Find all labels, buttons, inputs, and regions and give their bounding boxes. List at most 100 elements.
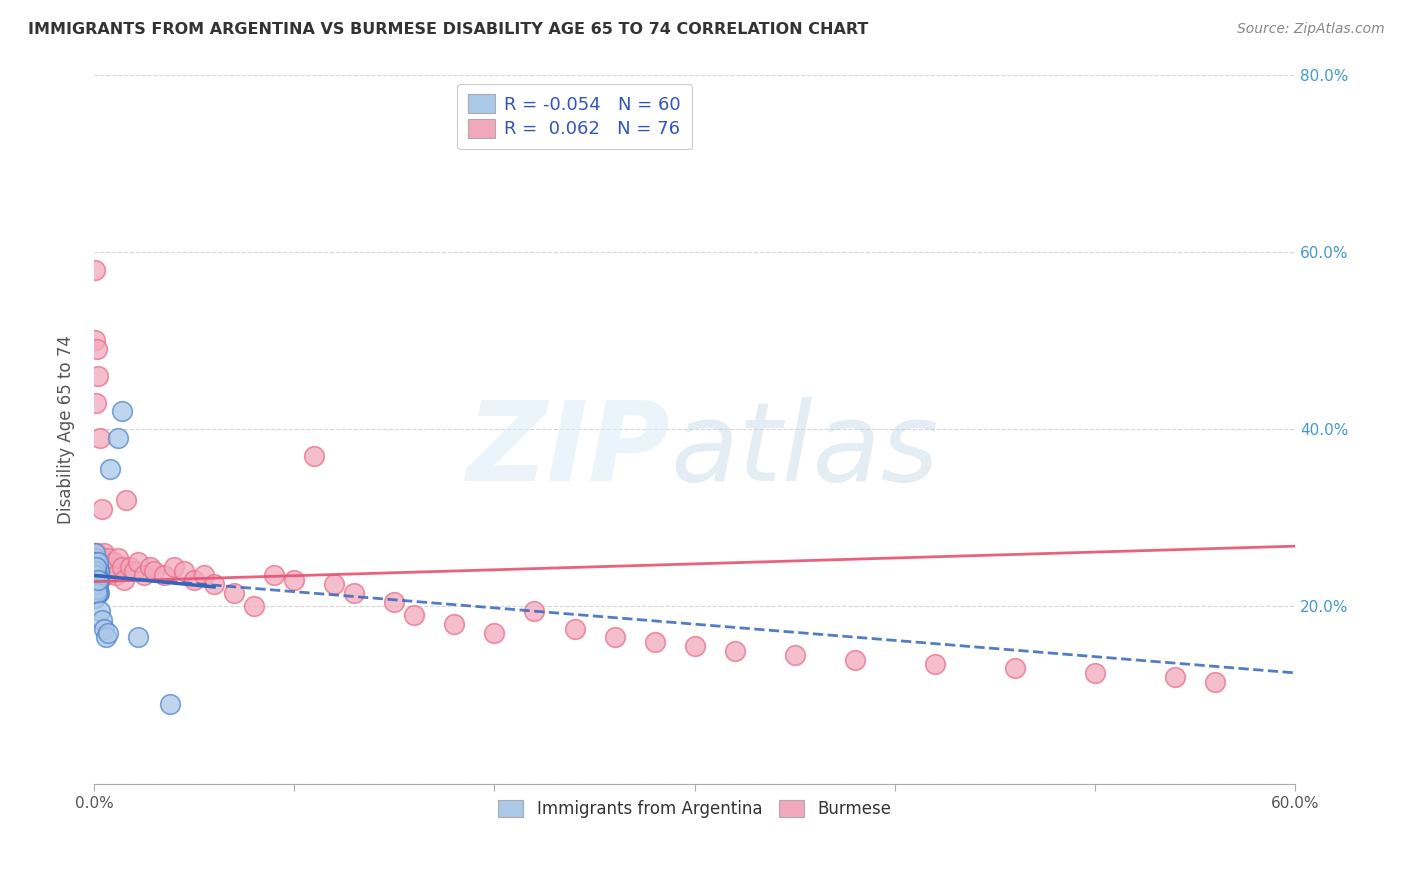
- Point: [89, 559, 111, 574]
- Point: [1004, 661, 1026, 675]
- Point: [84, 559, 107, 574]
- Point: [118, 559, 141, 574]
- Point: [127, 631, 149, 645]
- Point: [86, 564, 108, 578]
- Point: [224, 586, 246, 600]
- Point: [84, 582, 107, 596]
- Point: [89, 431, 111, 445]
- Point: [94, 559, 117, 574]
- Point: [83, 555, 105, 569]
- Point: [86, 577, 108, 591]
- Y-axis label: Disability Age 65 to 74: Disability Age 65 to 74: [58, 334, 75, 524]
- Point: [86, 564, 108, 578]
- Point: [302, 449, 325, 463]
- Point: [484, 626, 506, 640]
- Point: [115, 493, 138, 508]
- Point: [91, 613, 114, 627]
- Point: [84, 559, 107, 574]
- Point: [112, 573, 135, 587]
- Point: [97, 626, 120, 640]
- Point: [111, 404, 134, 418]
- Legend: Immigrants from Argentina, Burmese: Immigrants from Argentina, Burmese: [492, 794, 898, 825]
- Point: [90, 568, 112, 582]
- Point: [86, 568, 108, 582]
- Point: [84, 573, 107, 587]
- Point: [523, 604, 546, 618]
- Point: [86, 555, 108, 569]
- Point: [87, 573, 110, 587]
- Point: [111, 559, 134, 574]
- Point: [84, 555, 107, 569]
- Point: [87, 582, 110, 596]
- Point: [84, 550, 107, 565]
- Point: [86, 582, 108, 596]
- Point: [84, 568, 107, 582]
- Point: [86, 582, 108, 596]
- Point: [84, 555, 107, 569]
- Point: [84, 568, 107, 582]
- Point: [86, 586, 108, 600]
- Text: atlas: atlas: [671, 397, 939, 504]
- Point: [644, 635, 666, 649]
- Point: [132, 568, 155, 582]
- Point: [127, 555, 149, 569]
- Point: [87, 555, 110, 569]
- Point: [87, 573, 110, 587]
- Point: [83, 564, 105, 578]
- Point: [243, 599, 266, 614]
- Point: [924, 657, 946, 671]
- Point: [84, 559, 107, 574]
- Point: [93, 622, 115, 636]
- Point: [86, 564, 108, 578]
- Point: [83, 546, 105, 560]
- Point: [86, 550, 108, 565]
- Point: [91, 564, 114, 578]
- Point: [159, 697, 181, 711]
- Point: [84, 395, 107, 409]
- Point: [173, 564, 195, 578]
- Point: [90, 559, 112, 574]
- Point: [98, 462, 121, 476]
- Point: [84, 559, 107, 574]
- Point: [323, 577, 346, 591]
- Point: [87, 568, 110, 582]
- Point: [83, 559, 105, 574]
- Text: Source: ZipAtlas.com: Source: ZipAtlas.com: [1237, 22, 1385, 37]
- Point: [98, 559, 121, 574]
- Point: [87, 368, 110, 383]
- Point: [404, 608, 426, 623]
- Point: [104, 568, 127, 582]
- Point: [83, 550, 105, 565]
- Point: [86, 568, 108, 582]
- Point: [87, 586, 110, 600]
- Point: [86, 559, 108, 574]
- Point: [86, 343, 108, 357]
- Point: [84, 577, 107, 591]
- Point: [283, 573, 305, 587]
- Point: [89, 564, 111, 578]
- Point: [101, 564, 124, 578]
- Point: [86, 555, 108, 569]
- Point: [86, 573, 108, 587]
- Point: [86, 559, 108, 574]
- Point: [83, 334, 105, 348]
- Point: [202, 577, 225, 591]
- Point: [97, 550, 120, 565]
- Point: [122, 564, 145, 578]
- Point: [86, 573, 108, 587]
- Point: [83, 586, 105, 600]
- Point: [564, 622, 586, 636]
- Point: [84, 577, 107, 591]
- Point: [107, 431, 129, 445]
- Point: [683, 640, 706, 654]
- Point: [103, 555, 125, 569]
- Point: [139, 559, 162, 574]
- Point: [87, 573, 110, 587]
- Point: [1164, 670, 1187, 684]
- Point: [1204, 674, 1226, 689]
- Point: [89, 604, 111, 618]
- Point: [193, 568, 215, 582]
- Text: ZIP: ZIP: [467, 397, 671, 504]
- Point: [93, 546, 115, 560]
- Point: [86, 546, 108, 560]
